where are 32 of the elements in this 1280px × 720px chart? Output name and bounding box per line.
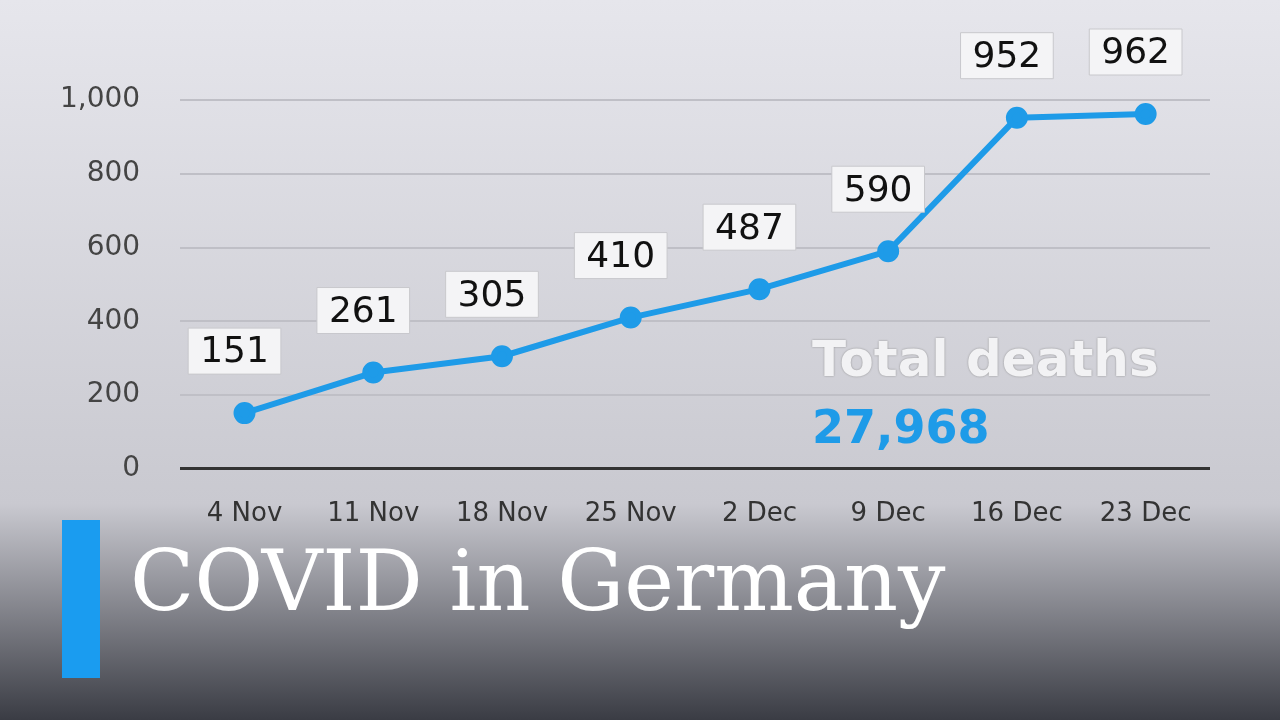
point	[748, 278, 771, 301]
y-tick-label: 800	[86, 155, 141, 189]
x-tick-label: 11 Nov	[327, 497, 420, 528]
point	[490, 345, 513, 368]
x-tick-label: 9 Dec	[850, 497, 926, 528]
data-label: 962	[1101, 30, 1170, 72]
y-tick-label: 1,000	[59, 81, 141, 115]
annotation: 27,968	[812, 400, 990, 454]
data-label: 487	[715, 205, 784, 247]
point	[877, 240, 900, 263]
y-tick-label: 200	[86, 376, 141, 410]
x-tick-label: 18 Nov	[455, 497, 549, 528]
x-tick-label: 16 Dec	[971, 497, 1063, 528]
point	[619, 306, 642, 329]
x-tick-label: 25 Nov	[584, 497, 677, 528]
data-label: 952	[972, 34, 1042, 76]
text: COVID in Germany	[130, 532, 946, 630]
data-label: 261	[328, 288, 398, 330]
point	[1134, 103, 1157, 126]
x-tick-label: 4 Nov	[206, 497, 283, 528]
point	[362, 361, 385, 384]
point	[233, 402, 256, 425]
data-label: 305	[457, 272, 527, 314]
y-tick-label: 0	[122, 450, 141, 484]
x-tick-label: 23 Dec	[1099, 497, 1192, 528]
data-label: 410	[586, 233, 656, 275]
y-tick-label: 600	[86, 228, 141, 262]
data-label: 590	[843, 167, 913, 209]
point	[1005, 106, 1028, 129]
x-tick-label: 2 Dec	[721, 497, 798, 528]
y-tick-label: 400	[86, 302, 141, 336]
data-label: 151	[200, 329, 269, 371]
